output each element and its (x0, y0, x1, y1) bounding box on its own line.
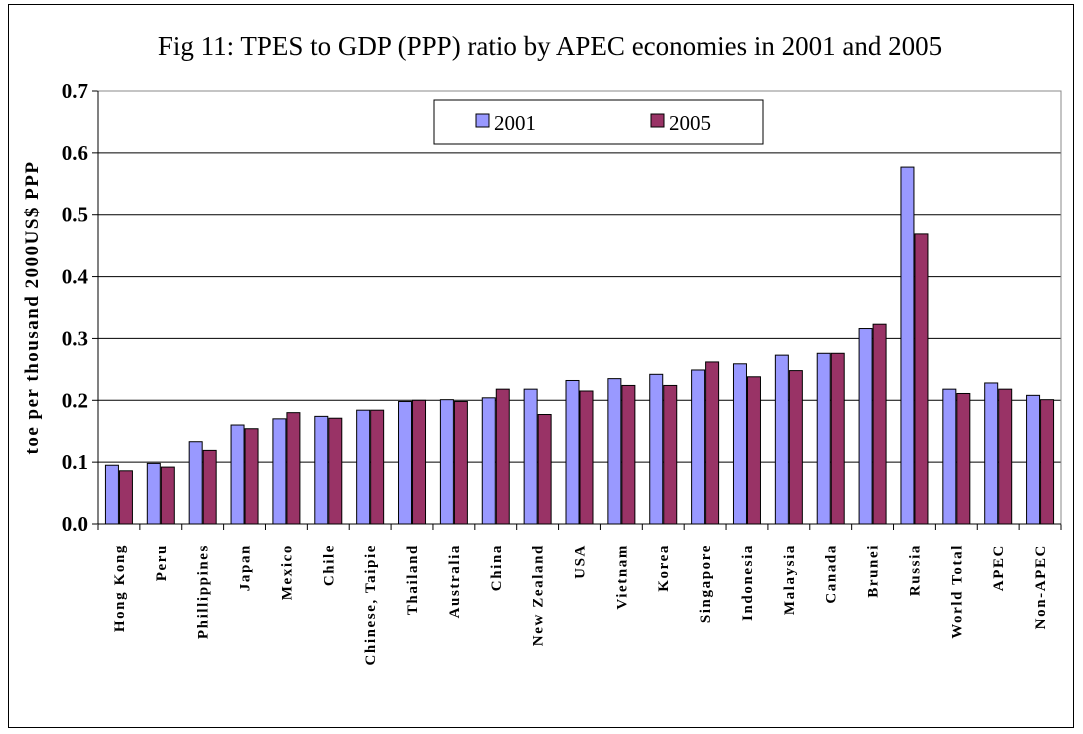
bar-2001-mexico (272, 418, 287, 525)
legend-label-2001: 2001 (494, 111, 536, 135)
y-tick-label: 0.0 (62, 512, 88, 536)
bar-2001-phillippines (188, 441, 203, 525)
y-tick-label: 0.4 (62, 265, 89, 289)
bar-2005-new-zealand (537, 414, 552, 525)
bar-2001-hong-kong (104, 464, 119, 525)
y-tick-label: 0.7 (62, 79, 88, 103)
x-tick-label: Brunei (866, 544, 882, 598)
x-tick-label: Singapore (698, 544, 714, 623)
bar-2005-canada (830, 352, 845, 525)
bar-2001-japan (230, 424, 245, 525)
bar-2005-usa (579, 390, 594, 525)
x-tick-label: Indonesia (740, 544, 756, 621)
bar-2005-chinese-taipie (370, 409, 385, 525)
y-tick-label: 0.1 (62, 450, 88, 474)
x-tick-label: Phillippines (196, 544, 212, 639)
x-tick-label: Canada (824, 544, 840, 604)
bar-2005-china (495, 388, 510, 525)
bar-2001-usa (565, 379, 580, 525)
x-tick-label: Australia (447, 544, 463, 618)
bar-2001-new-zealand (523, 388, 538, 525)
bar-2005-thailand (412, 399, 427, 525)
bar-2001-peru (146, 462, 161, 525)
x-tick-label: Russia (907, 544, 923, 596)
legend-label-2005: 2005 (669, 111, 711, 135)
bar-2001-chinese-taipie (356, 409, 371, 525)
bar-2005-mexico (286, 412, 301, 525)
bar-2001-korea (649, 373, 664, 525)
x-tick-label: Chinese, Taipie (363, 544, 379, 666)
x-tick-label: USA (573, 544, 589, 579)
y-tick-label: 0.5 (62, 203, 88, 227)
x-tick-label: Japan (238, 544, 254, 591)
bar-2005-apec (998, 388, 1013, 525)
x-tick-label: Korea (656, 544, 672, 592)
bar-2001-russia (900, 166, 915, 525)
x-tick-label: APEC (991, 544, 1007, 591)
x-tick-label: Peru (154, 544, 170, 581)
bar-2001-australia (439, 399, 454, 525)
x-tick-label: Hong Kong (112, 544, 128, 632)
legend-swatch-2005 (650, 113, 665, 128)
bar-2005-japan (244, 428, 259, 525)
bar-2001-malaysia (774, 354, 789, 525)
y-tick-label: 0.3 (62, 326, 88, 350)
y-tick-label: 0.2 (62, 388, 88, 412)
bar-2005-non-apec (1040, 399, 1055, 525)
x-tick-label: China (489, 544, 505, 591)
bar-2001-vietnam (607, 378, 622, 525)
x-tick-label: Malaysia (782, 544, 798, 615)
chart-title: Fig 11: TPES to GDP (PPP) ratio by APEC … (158, 31, 942, 61)
y-tick-label: 0.6 (62, 141, 88, 165)
bar-2005-russia (914, 233, 929, 525)
legend-swatch-2001 (475, 113, 490, 128)
bars (97, 166, 1062, 530)
bar-2005-malaysia (788, 370, 803, 525)
x-tick-label: Mexico (279, 544, 295, 600)
bar-2001-chile (314, 415, 329, 525)
bar-2001-world-total (942, 388, 957, 525)
x-tick-label: Vietnam (614, 544, 630, 610)
bar-2005-brunei (872, 323, 887, 525)
bar-2005-indonesia (746, 376, 761, 525)
bar-2005-phillippines (202, 449, 217, 525)
bar-2005-chile (328, 417, 343, 525)
x-tick-label: World Total (949, 544, 965, 639)
bar-2001-china (481, 397, 496, 525)
x-tick-labels: Hong Kong Peru Phillippines Japan Mexico Chil… (112, 544, 1049, 666)
bar-2001-apec (984, 382, 999, 525)
bar-2001-non-apec (1026, 394, 1041, 525)
bar-2001-thailand (398, 401, 413, 525)
axes (97, 90, 1062, 525)
bar-2005-korea (663, 384, 678, 525)
bar-2005-australia (453, 401, 468, 525)
bar-2005-world-total (956, 392, 971, 525)
x-tick-label: Non-APEC (1033, 544, 1049, 629)
bar-2005-peru (160, 466, 175, 525)
bar-2001-indonesia (732, 363, 747, 525)
x-tick-label: Thailand (405, 544, 421, 615)
y-tick-labels: 0.0 0.1 0.2 0.3 0.4 0.5 0.6 0.7 (62, 79, 89, 536)
legend: 2001 2005 (433, 99, 764, 145)
bar-2001-canada (816, 352, 831, 525)
bar-2005-vietnam (621, 384, 636, 525)
y-axis-label: toe per thousand 2000US$ PPP (22, 161, 43, 455)
x-tick-label: New Zealand (531, 544, 547, 646)
bar-2001-brunei (858, 328, 873, 525)
bar-2005-hong-kong (118, 470, 133, 525)
bar-2005-singapore (705, 361, 720, 525)
x-tick-label: Chile (321, 544, 337, 586)
bar-2001-singapore (691, 369, 706, 525)
